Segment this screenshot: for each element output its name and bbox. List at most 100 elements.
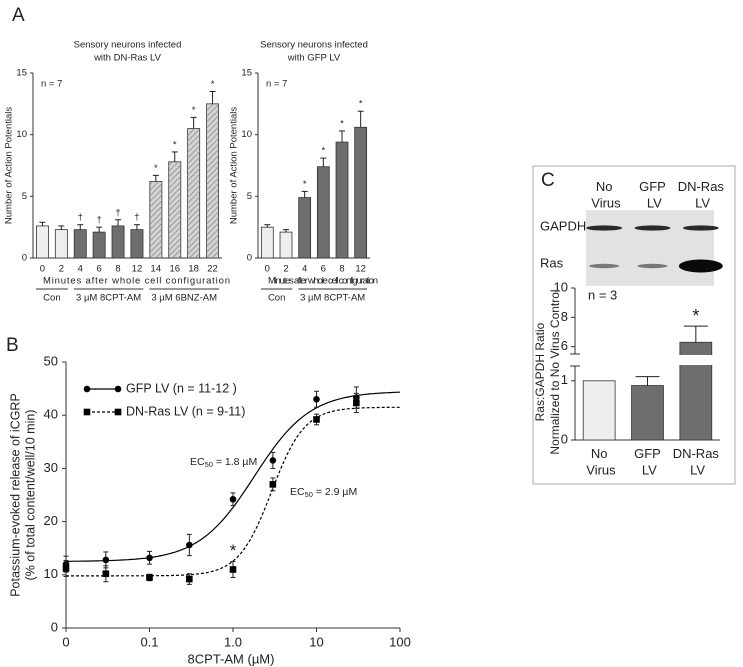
x-tick-label: 6: [97, 264, 102, 275]
significance-marker: *: [173, 139, 177, 150]
y-tick-label: 0: [22, 253, 27, 264]
group-label: Con: [43, 293, 60, 304]
y-tick-label: 0: [561, 431, 568, 446]
bar: [631, 385, 664, 441]
annotation-part: = 1.8 µM: [213, 456, 257, 468]
group-label: 3 µM 8CPT-AM: [300, 293, 365, 304]
ras-band: [637, 263, 668, 269]
error-bar: [39, 221, 46, 226]
y-tick-label: 6: [561, 338, 568, 353]
x-tick-label: 12: [355, 264, 366, 275]
bar: [354, 126, 368, 259]
data-point: [102, 570, 110, 578]
x-tick-label: 2: [59, 264, 64, 275]
gapdh-band: [634, 225, 671, 231]
group-label: 3 µM 8CPT-AM: [76, 293, 141, 304]
x-tick-label: 10: [309, 634, 323, 649]
y-tick-label: 5: [22, 191, 27, 202]
n-label: n = 7: [266, 79, 287, 90]
annotation-part: = 2.9 µM: [313, 486, 357, 498]
x-tick-label: 2: [283, 264, 288, 275]
x-tick-label: 18: [188, 264, 199, 275]
y-tick-label: 15: [16, 68, 27, 79]
x-tick-label: No Virus: [583, 446, 616, 477]
x-tick-label: 4: [78, 264, 83, 275]
data-point: [313, 395, 320, 403]
fit-curve: [66, 406, 400, 577]
data-point: [186, 575, 193, 583]
data-point: [313, 416, 320, 423]
error-bar: [190, 116, 197, 129]
error-bar: [152, 174, 159, 182]
error-bar: [58, 225, 65, 230]
significance-marker: †: [78, 212, 83, 223]
chart-title: with GFP LV: [287, 53, 341, 64]
bar-hatch: [206, 103, 219, 258]
x-tick-label: 12: [132, 264, 143, 275]
blot-row-label: GAPDH: [540, 218, 586, 233]
bar-hatch: [187, 128, 200, 258]
x-tick-label: 0: [62, 634, 69, 649]
x-tick-label: 0: [265, 264, 270, 275]
y-tick-label: 0: [247, 253, 252, 264]
y-tick-label: 15: [241, 68, 252, 79]
error-bar: [264, 224, 271, 228]
data-point: [229, 566, 237, 573]
x-tick-label: 1.0: [224, 634, 242, 649]
data-point: [146, 574, 153, 581]
panel-frame: [532, 165, 736, 485]
bar-hatch: [168, 161, 181, 258]
significance-marker: *: [340, 118, 344, 129]
y-tick-label: 5: [247, 191, 252, 202]
y-tick-label: 40: [44, 407, 58, 422]
n-label: n = 3: [588, 287, 617, 302]
x-tick-label: 22: [207, 264, 218, 275]
significance-marker: †: [97, 215, 102, 226]
bar: [54, 229, 68, 259]
error-bar: [320, 157, 327, 167]
x-tick-label: 8: [339, 264, 344, 275]
bar: [298, 197, 312, 259]
panel-label: C: [541, 170, 555, 191]
gapdh-band: [586, 225, 623, 231]
legend-marker: [83, 408, 91, 416]
significance-marker: *: [303, 179, 307, 190]
bar: [582, 380, 616, 441]
x-tick-label: GFP LV: [634, 446, 661, 477]
ras-band: [678, 259, 723, 273]
ec50-annotation: EC50 = 1.8 µM: [190, 456, 257, 469]
significance-marker: *: [211, 79, 215, 90]
significance-marker: *: [154, 163, 158, 174]
error-bar: [635, 376, 660, 386]
blot-image: [586, 210, 714, 286]
group-label: 3 µM 6BNZ-AM: [151, 293, 217, 304]
n-label: n = 7: [41, 79, 62, 90]
data-point: [229, 495, 237, 503]
y-tick-label: 10: [554, 279, 568, 294]
annotation-part: EC: [190, 456, 205, 468]
gapdh-band: [682, 225, 719, 231]
legend-label: DN-Ras LV (n = 9-11): [126, 404, 245, 418]
data-point: [269, 457, 277, 464]
y-axis-label: (% of total content/well/10 min): [23, 410, 37, 581]
y-axis-label: Ras:GAPDH Ratio: [533, 322, 547, 421]
y-tick-label: 8: [561, 309, 568, 324]
data-point: [62, 565, 70, 572]
blot-lane-label: DN-Ras LV: [678, 179, 725, 210]
y-tick-label: 0: [51, 619, 58, 634]
blot-lane-label: GFP LV: [639, 179, 666, 210]
x-tick-label: 6: [321, 264, 326, 275]
panel-label: A: [12, 5, 25, 26]
significance-marker: *: [692, 306, 699, 326]
y-tick-label: 10: [16, 129, 27, 140]
bar: [316, 166, 330, 259]
x-axis-label: Minutes after whole cell configuration: [268, 276, 378, 287]
bar-hatch: [149, 181, 162, 258]
panel-label: B: [6, 335, 19, 356]
annotation-part: 50: [305, 490, 313, 499]
bar: [36, 225, 49, 259]
significance-marker: *: [321, 146, 325, 157]
chart-title: Sensory neurons infected: [260, 40, 368, 51]
legend-label: GFP LV (n = 11-12 ): [126, 381, 237, 395]
